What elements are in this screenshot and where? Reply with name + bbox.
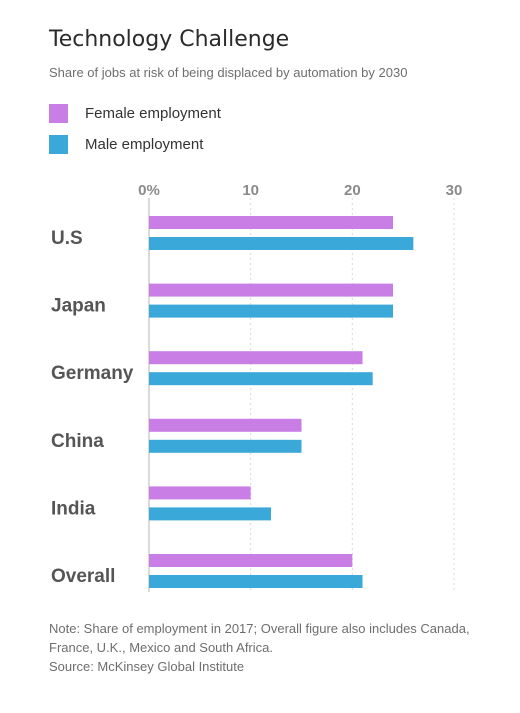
bar-female bbox=[149, 418, 302, 432]
chart-subtitle: Share of jobs at risk of being displaced… bbox=[49, 65, 408, 80]
legend-swatch-male bbox=[49, 134, 68, 154]
note-text: Note: Share of employment in 2017; Overa… bbox=[49, 621, 470, 655]
category-label: U.S bbox=[51, 228, 83, 249]
legend-label-female: Female employment bbox=[85, 104, 221, 122]
bar-female bbox=[149, 283, 393, 297]
chart-title: Technology Challenge bbox=[49, 27, 290, 52]
bar-male bbox=[149, 439, 302, 453]
category-label: Japan bbox=[51, 296, 106, 317]
legend-item-female: Female employment bbox=[49, 103, 221, 123]
tick-label: 10 bbox=[242, 182, 259, 199]
source-text: Source: McKinsey Global Institute bbox=[49, 659, 245, 674]
footnote: Note: Share of employment in 2017; Overa… bbox=[49, 619, 489, 676]
bar-male bbox=[149, 575, 363, 588]
bar-male bbox=[149, 304, 393, 318]
legend-label-male: Male employment bbox=[85, 135, 204, 153]
bar-male bbox=[149, 237, 414, 250]
legend-swatch-female bbox=[49, 103, 68, 123]
bar-female bbox=[149, 486, 251, 500]
bar-female bbox=[149, 216, 393, 229]
category-label: China bbox=[51, 431, 104, 452]
category-label: India bbox=[51, 498, 96, 519]
tick-label: 20 bbox=[344, 182, 361, 199]
category-label: Overall bbox=[51, 566, 115, 587]
tick-label: 0% bbox=[138, 182, 160, 199]
bar-male bbox=[149, 507, 271, 521]
bar-male bbox=[149, 372, 373, 386]
bar-female bbox=[149, 351, 363, 365]
bar-female bbox=[149, 554, 353, 567]
legend-item-male: Male employment bbox=[49, 134, 203, 154]
tick-label: 30 bbox=[446, 182, 463, 199]
category-label: Germany bbox=[51, 363, 134, 384]
